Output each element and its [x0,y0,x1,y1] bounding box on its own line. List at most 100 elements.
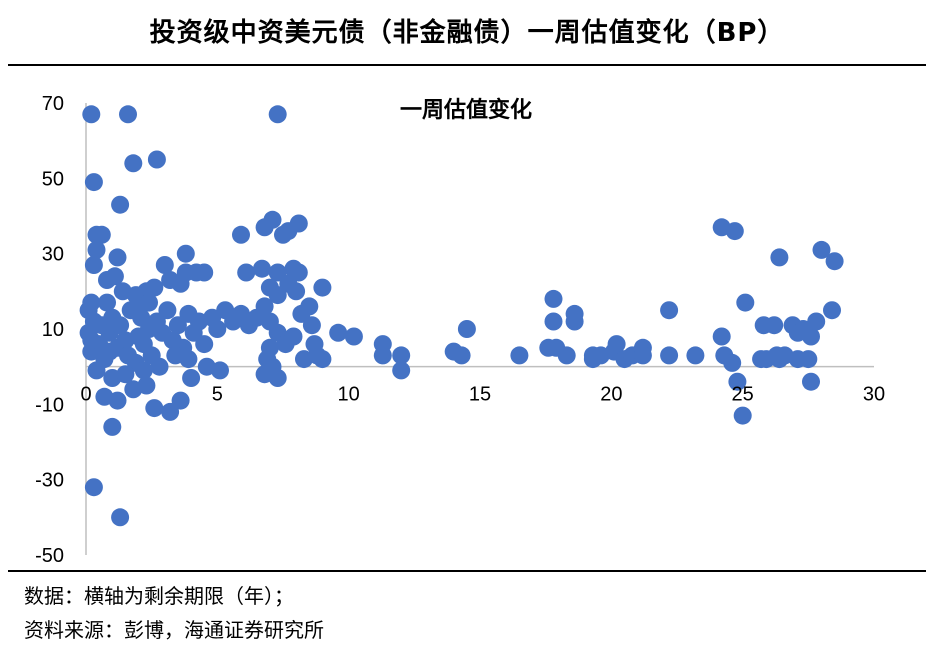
y-tick-label: -50 [35,545,64,567]
data-point [799,350,818,369]
data-point [255,365,274,384]
data-point [134,361,153,380]
data-point [733,406,752,425]
data-point [457,320,476,338]
data-point [260,278,279,297]
x-tick-label: 10 [338,384,360,406]
data-point [84,256,103,274]
y-tick-label: 50 [42,168,64,190]
data-point [557,346,576,365]
data-point [87,240,106,259]
data-point [82,105,101,124]
data-point [145,278,164,297]
y-tick-label: 70 [42,93,64,115]
data-point [111,508,130,527]
data-point [392,346,411,365]
data-point [237,263,256,282]
data-point [92,225,111,244]
data-point [137,376,156,395]
data-point [452,346,471,365]
data-point [510,346,529,365]
x-tick-label: 20 [600,384,622,406]
data-point [105,267,124,286]
data-point [544,312,563,331]
data-point [287,282,306,301]
data-point [155,256,174,274]
data-point [84,312,103,331]
y-tick-label: -10 [35,394,64,416]
page-title: 投资级中资美元债（非金融债）一周估值变化（BP） [149,18,785,48]
data-point [289,214,308,233]
chart-title: 一周估值变化 [400,97,532,123]
data-point [140,293,158,312]
scatter-points [79,105,844,527]
data-point [95,387,114,406]
x-tick-label: 30 [863,384,885,406]
data-point [195,263,214,282]
data-point [607,335,626,354]
data-point [765,316,784,335]
data-point [723,353,742,372]
data-point [825,252,844,271]
data-point [103,417,122,436]
data-point [633,346,652,365]
data-point [176,244,195,263]
data-point [232,225,250,244]
data-point [313,350,332,369]
data-point [660,301,679,320]
x-tick-label: 25 [732,384,754,406]
data-point [182,369,201,387]
data-point [116,365,135,384]
data-point [87,361,106,380]
data-point [124,154,143,173]
data-point [145,399,164,418]
data-point [736,293,755,312]
data-point [284,327,303,346]
data-point [84,173,103,192]
data-point [166,346,185,365]
bottom-rule [8,570,926,572]
source-note: 资料来源：彭博，海通证券研究所 [24,618,324,642]
data-point [807,312,826,331]
data-point [344,327,363,346]
data-point [686,346,705,365]
data-point [208,320,227,338]
data-note: 数据：横轴为剩余期限（年）； [24,584,294,608]
top-rule [8,64,926,66]
data-point [171,391,190,410]
data-point [84,478,103,497]
data-point [725,222,744,241]
data-point [302,316,321,335]
data-point [329,323,348,342]
y-tick-label: 30 [42,244,64,266]
x-tick-label: 0 [80,384,91,406]
data-point [168,316,187,335]
data-point [565,312,584,331]
data-point [802,327,820,346]
data-point [82,331,101,350]
data-point [111,195,130,214]
data-point [255,297,274,316]
y-tick-label: 10 [42,319,64,341]
data-point [728,372,747,391]
data-point [108,248,127,267]
data-point [119,105,137,124]
data-point [268,263,287,282]
data-point [98,293,116,312]
data-point [161,271,180,289]
data-point [263,210,282,229]
data-point [289,263,308,282]
data-point [268,105,287,124]
data-point [660,346,679,365]
data-point [300,297,319,316]
y-tick-label: -30 [35,470,64,492]
data-point [129,327,148,346]
x-tick-label: 15 [469,384,491,406]
data-point [147,150,166,169]
data-point [823,301,841,320]
data-point [295,350,313,369]
data-point [150,357,169,376]
data-point [111,316,130,335]
data-point [195,335,214,354]
